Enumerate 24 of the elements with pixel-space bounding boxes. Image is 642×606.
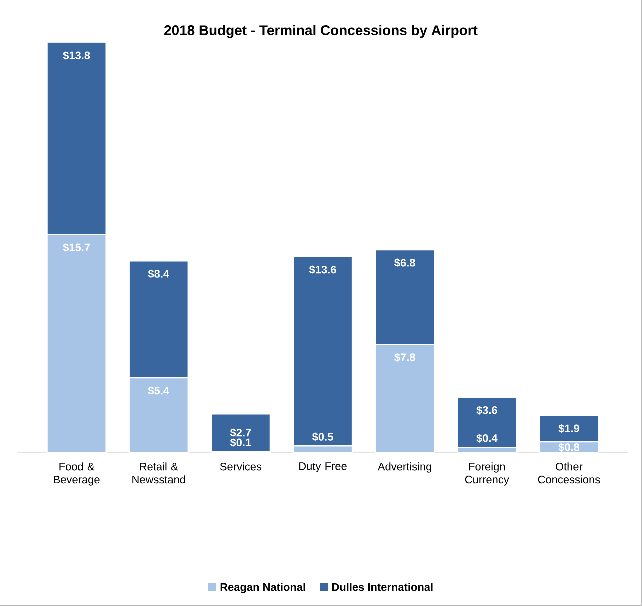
legend-label: Reagan National xyxy=(220,583,306,594)
legend-label: Dulles International xyxy=(332,583,433,592)
data-label: $2.7 xyxy=(230,428,252,438)
x-tick-label: Duty Free xyxy=(300,462,347,472)
data-label: $0.1 xyxy=(230,438,252,448)
data-label: $3.6 xyxy=(476,406,498,415)
x-tick-label: Retail & Newsstand xyxy=(132,462,186,484)
data-label: $15.7 xyxy=(63,243,90,252)
data-label: $1.9 xyxy=(558,424,580,434)
data-label: $13.8 xyxy=(63,51,90,60)
data-label: $7.8 xyxy=(394,353,416,362)
x-tick-label: Other Concessions xyxy=(538,462,600,484)
x-tick-label: Foreign Currency xyxy=(465,462,510,486)
data-label: $8.4 xyxy=(148,270,170,279)
x-tick-label: Advertising xyxy=(378,462,432,473)
data-label: $13.6 xyxy=(309,266,336,274)
x-tick-label: Food & Beverage xyxy=(54,462,100,486)
x-tick-label: Services xyxy=(220,462,262,471)
data-label: $0.5 xyxy=(312,432,334,442)
data-label: $0.4 xyxy=(476,434,498,444)
data-label: $5.4 xyxy=(148,386,170,396)
data-label: $0.8 xyxy=(558,443,580,452)
data-label: $6.8 xyxy=(394,258,416,268)
chart-title: 2018 Budget - Terminal Concessions by Airport xyxy=(164,25,478,38)
